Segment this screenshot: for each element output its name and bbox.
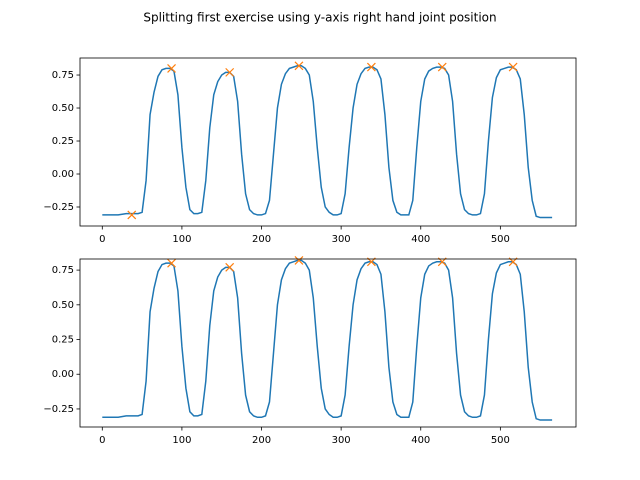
peak-marker (225, 262, 235, 272)
y-tick-label: 0.75 (52, 70, 74, 81)
y-tick-label: 0.50 (52, 300, 74, 311)
peak-marker (167, 64, 176, 73)
axes-frame (79, 258, 577, 428)
peak-marker (294, 255, 304, 265)
peak-marker (366, 62, 376, 72)
y-tick-label: 0.50 (52, 103, 74, 114)
x-tick-label: 400 (411, 234, 430, 245)
signal-line (102, 259, 553, 421)
x-tick-label: 0 (99, 234, 105, 245)
peak-marker (294, 61, 304, 71)
signal-line (102, 65, 553, 219)
y-tick-label: 0.75 (52, 265, 74, 276)
y-tick-label: −0.25 (43, 404, 74, 415)
x-tick-label: 100 (172, 234, 191, 245)
peak-marker (167, 258, 176, 268)
x-tick-label: 300 (332, 234, 351, 245)
x-tick-label: 200 (252, 234, 271, 245)
x-tick-label: 500 (491, 435, 510, 446)
x-tick-label: 500 (491, 234, 510, 245)
x-tick-label: 200 (252, 435, 271, 446)
x-tick-label: 0 (99, 435, 105, 446)
y-tick-label: −0.25 (43, 202, 74, 213)
y-tick-label: 0.25 (52, 136, 74, 147)
peak-marker (127, 210, 137, 220)
peak-marker (225, 67, 235, 77)
x-tick-label: 100 (172, 435, 191, 446)
peak-marker (437, 62, 447, 72)
peak-marker (508, 62, 518, 72)
axes-frame (79, 57, 577, 227)
y-tick-label: 0.25 (52, 335, 74, 346)
x-tick-label: 300 (332, 435, 351, 446)
x-tick-label: 400 (411, 435, 430, 446)
y-tick-label: 0.00 (52, 369, 74, 380)
y-tick-label: 0.00 (52, 169, 74, 180)
figure-title: Splitting first exercise using y-axis ri… (143, 11, 496, 25)
